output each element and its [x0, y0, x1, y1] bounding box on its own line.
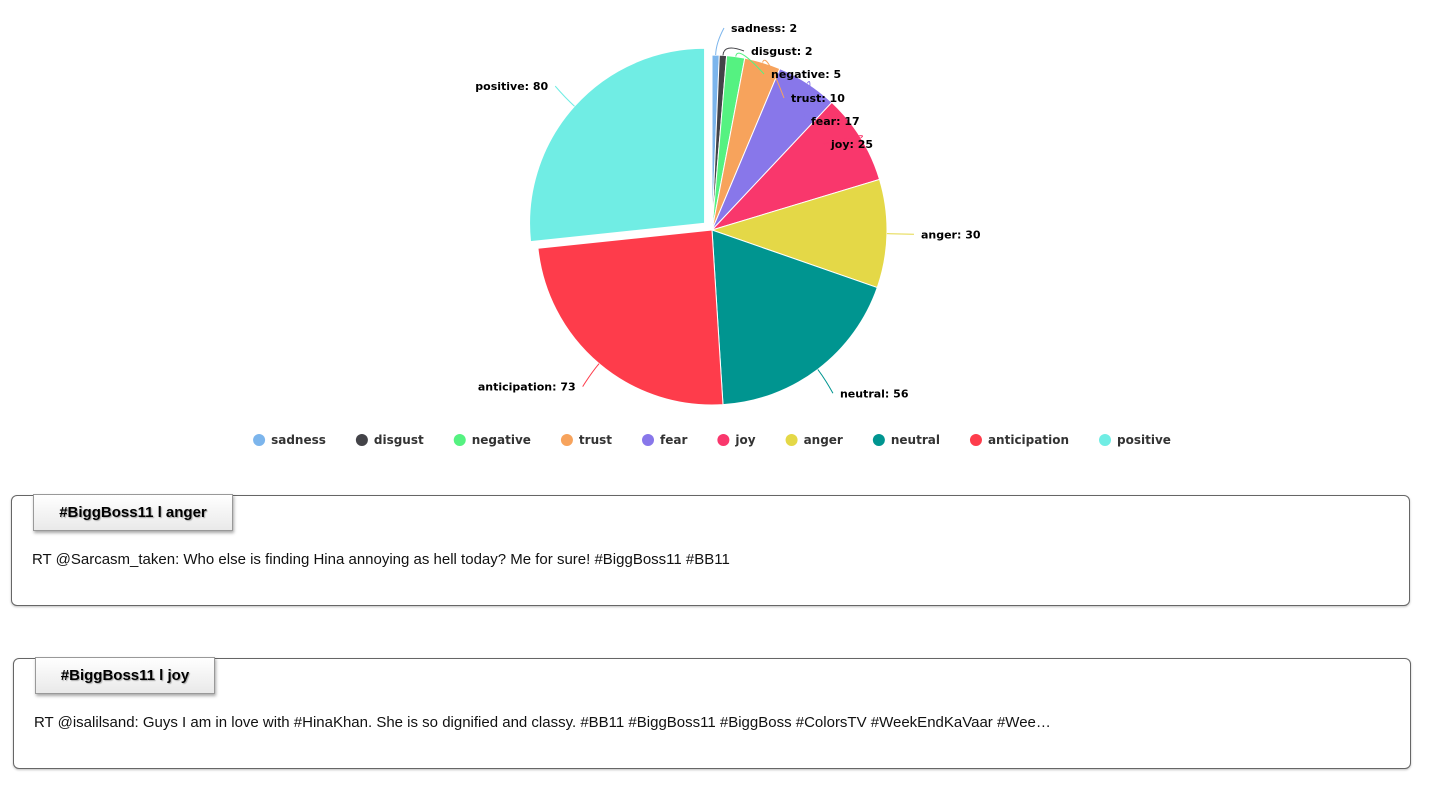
label-disgust: disgust: 2: [751, 45, 813, 58]
legend-marker-disgust[interactable]: [355, 434, 368, 446]
legend-item-negative[interactable]: negative: [472, 433, 531, 447]
tweet-card-1-tab[interactable]: #BiggBoss11 l anger: [33, 494, 233, 531]
legend-marker-anger[interactable]: [785, 434, 798, 446]
emotion-pie-chart: sadness: 2 disgust: 2 negative: 5 trust: 10…: [253, 22, 1171, 447]
slice-positive[interactable]: [529, 47, 706, 243]
tweet-card-1: #BiggBoss11 l anger RT @Sarcasm_taken: W…: [11, 494, 1410, 606]
legend-item-anticipation[interactable]: anticipation: [988, 433, 1069, 447]
legend-item-sadness[interactable]: sadness: [271, 433, 326, 447]
label-fear: fear: 17: [811, 115, 860, 128]
label-sadness: sadness: 2: [731, 22, 797, 35]
label-connectors: [554, 27, 914, 394]
connector-negative: [735, 52, 765, 75]
slice-joy[interactable]: [710, 101, 881, 232]
legend-item-neutral[interactable]: neutral: [891, 433, 940, 447]
legend-item-anger[interactable]: anger: [804, 433, 843, 447]
connector-positive: [554, 85, 575, 107]
legend-marker-trust[interactable]: [560, 434, 573, 446]
legend-item-positive[interactable]: positive: [1117, 433, 1171, 447]
label-anger: anger: 30: [921, 228, 981, 241]
legend-item-trust[interactable]: trust: [579, 433, 612, 447]
slice-neutral[interactable]: [711, 229, 878, 406]
label-neutral: neutral: 56: [840, 387, 909, 400]
tweet-card-2: #BiggBoss11 l joy RT @isalilsand: Guys I…: [13, 657, 1411, 769]
legend-item-disgust[interactable]: disgust: [374, 433, 424, 447]
tweet-card-2-text: RT @isalilsand: Guys I am in love with #…: [34, 714, 1051, 731]
connector-sadness: [715, 27, 725, 56]
legend-item-joy[interactable]: joy: [734, 433, 755, 447]
label-positive: positive: 80: [475, 80, 548, 93]
legend-marker-joy[interactable]: [717, 434, 730, 446]
legend-marker-anticipation[interactable]: [969, 434, 982, 446]
connector-anger: [886, 233, 914, 235]
label-negative: negative: 5: [771, 68, 841, 81]
connector-neutral: [817, 369, 834, 394]
connector-disgust: [722, 47, 745, 56]
tweet-card-1-text: RT @Sarcasm_taken: Who else is finding H…: [32, 551, 730, 568]
connector-joy: [823, 135, 863, 145]
slice-labels: sadness: 2 disgust: 2 negative: 5 trust: 10…: [475, 22, 981, 400]
label-joy: joy: 25: [830, 138, 873, 151]
label-trust: trust: 10: [791, 92, 845, 105]
legend-marker-sadness[interactable]: [253, 434, 266, 446]
legend-item-fear[interactable]: fear: [660, 433, 687, 447]
legend-marker-neutral[interactable]: [872, 434, 885, 446]
chart-legend: sadness disgust negative trust fear joy anger n…: [253, 433, 1171, 447]
legend-marker-fear[interactable]: [642, 434, 655, 446]
pie-slices: [529, 47, 888, 406]
legend-marker-positive[interactable]: [1099, 434, 1112, 446]
label-anticipation: anticipation: 73: [478, 381, 576, 394]
slice-anticipation[interactable]: [537, 229, 724, 406]
tweet-card-2-tab[interactable]: #BiggBoss11 l joy: [35, 657, 215, 694]
connector-trust: [762, 59, 785, 99]
legend-marker-negative[interactable]: [453, 434, 466, 446]
connector-anticipation: [582, 363, 600, 387]
connector-fear: [803, 81, 811, 122]
